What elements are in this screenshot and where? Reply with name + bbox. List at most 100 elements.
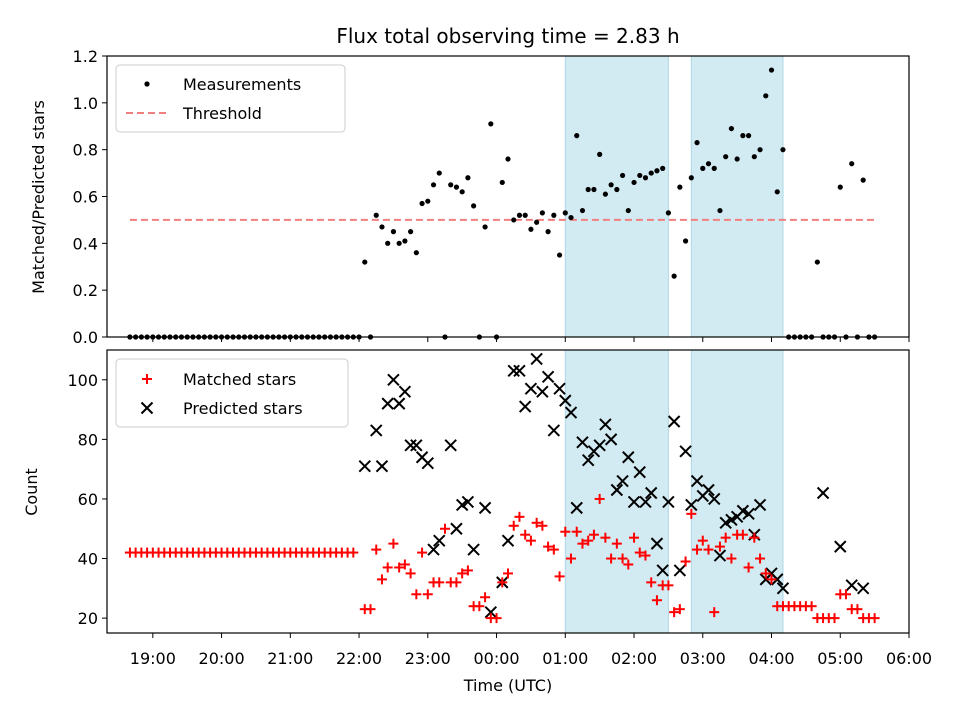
predicted-star-point xyxy=(484,605,498,619)
matched-star-point xyxy=(480,592,491,603)
measurement-point xyxy=(757,147,763,153)
predicted-star-point xyxy=(541,370,555,384)
x-tick-label: 23:00 xyxy=(405,649,451,668)
matched-star-point xyxy=(566,553,577,564)
predicted-star-point xyxy=(834,540,847,553)
matched-star-point xyxy=(422,589,433,600)
measurement-point xyxy=(654,168,660,174)
measurement-point xyxy=(385,240,391,246)
top-y-tick-label: 0.2 xyxy=(73,281,98,300)
matched-star-point xyxy=(766,574,777,585)
predicted-star-point xyxy=(530,352,543,366)
matched-star-point xyxy=(388,538,399,549)
matched-star-point xyxy=(371,544,382,555)
matched-star-point xyxy=(439,523,450,534)
predicted-star-point xyxy=(662,495,675,509)
predicted-star-point xyxy=(461,495,475,509)
predicted-star-point xyxy=(570,501,583,515)
measurement-point xyxy=(614,186,620,193)
matched-star-point xyxy=(348,547,359,558)
measurement-point xyxy=(539,210,545,216)
measurement-point xyxy=(436,170,442,176)
matched-star-point xyxy=(457,568,468,579)
predicted-star-point xyxy=(650,537,664,550)
predicted-star-point xyxy=(742,507,755,521)
matched-star-point xyxy=(531,517,542,528)
matched-star-point xyxy=(474,601,485,612)
predicted-star-point xyxy=(656,564,669,577)
predicted-star-point xyxy=(513,364,526,378)
matched-star-point xyxy=(394,562,405,573)
measurement-point xyxy=(499,179,505,186)
predicted-star-point xyxy=(685,498,698,512)
predicted-star-point xyxy=(713,549,727,562)
matched-star-point xyxy=(629,532,640,543)
matched-star-point xyxy=(497,577,508,588)
predicted-star-point xyxy=(404,439,417,452)
predicted-star-point xyxy=(547,424,561,437)
matched-star-point xyxy=(491,613,502,624)
predicted-star-point xyxy=(387,373,400,386)
measurement-point xyxy=(522,212,528,218)
measurement-point xyxy=(637,172,643,179)
predicted-star-point xyxy=(581,454,595,467)
predicted-star-point xyxy=(427,543,440,556)
measurement-point xyxy=(390,229,397,235)
measurement-point xyxy=(717,207,723,214)
measurement-point xyxy=(705,161,712,167)
measurement-point xyxy=(768,67,775,73)
matched-star-point xyxy=(720,532,731,543)
matched-star-point xyxy=(651,595,662,606)
matched-star-point xyxy=(852,604,863,615)
top-shaded-interval xyxy=(564,55,669,338)
x-tick-label: 03:00 xyxy=(680,649,726,668)
measurement-point xyxy=(660,165,666,171)
bottom-shaded-interval xyxy=(690,349,784,634)
legend-measurements-label: Measurements xyxy=(183,75,301,94)
matched-star-point xyxy=(686,508,697,519)
measurement-point xyxy=(505,156,511,162)
matched-star-point xyxy=(560,526,571,537)
matched-star-point xyxy=(434,577,445,588)
measurement-point xyxy=(665,210,672,216)
predicted-star-point xyxy=(771,573,784,586)
predicted-star-point xyxy=(616,474,629,488)
predicted-star-point xyxy=(633,465,646,479)
measurement-point xyxy=(597,151,603,157)
measurement-point xyxy=(551,212,557,218)
predicted-star-point xyxy=(410,439,423,452)
top-y-tick-label: 0.6 xyxy=(73,188,98,207)
measurement-point xyxy=(585,186,591,193)
predicted-star-point xyxy=(576,436,589,449)
predicted-star-point xyxy=(593,439,606,452)
bottom-y-axis-label: Count xyxy=(22,468,41,516)
predicted-star-point xyxy=(381,397,394,410)
measurement-point xyxy=(780,147,786,153)
measurement-point xyxy=(471,203,477,209)
measurement-point xyxy=(453,184,460,190)
measurement-point xyxy=(545,229,551,235)
measurement-point xyxy=(723,154,729,160)
measurement-point xyxy=(482,224,488,230)
top-legend-box xyxy=(115,64,346,133)
x-axis-label: Time (UTC) xyxy=(463,676,552,695)
legend-matched-marker xyxy=(142,374,152,384)
matched-star-point xyxy=(382,562,393,573)
predicted-star-point xyxy=(467,543,480,556)
x-tick-label: 20:00 xyxy=(199,649,245,668)
measurement-point xyxy=(562,210,568,216)
measurement-point xyxy=(837,184,843,190)
measurement-point xyxy=(425,198,431,204)
top-y-tick-label: 0.4 xyxy=(73,234,98,253)
predicted-star-point xyxy=(553,382,566,395)
predicted-star-point xyxy=(501,534,515,547)
measurement-point xyxy=(556,252,563,258)
measurement-point xyxy=(631,179,637,186)
matched-star-point xyxy=(737,529,748,540)
predicted-star-point xyxy=(398,385,412,398)
predicted-star-point xyxy=(604,433,618,446)
predicted-star-point xyxy=(639,495,652,509)
matched-star-point xyxy=(417,547,428,558)
measurement-point xyxy=(682,238,689,244)
measurement-point xyxy=(373,212,379,218)
